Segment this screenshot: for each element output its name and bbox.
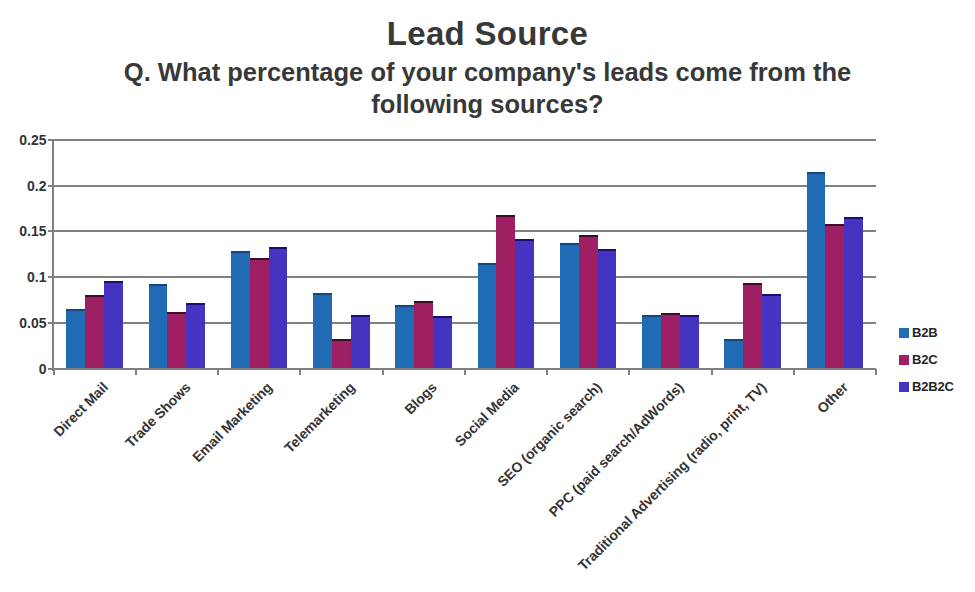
x-axis-label: Other [814, 379, 851, 416]
legend-swatch [899, 355, 909, 365]
x-axis-label: Trade Shows [122, 379, 194, 451]
bar-b2b [395, 305, 414, 369]
gridline [54, 230, 877, 232]
bar-b2b2c [104, 281, 123, 369]
bar-b2c [250, 258, 269, 369]
bar-b2b [724, 339, 743, 368]
bar-b2b [807, 172, 826, 369]
x-tick [628, 369, 630, 375]
bar-b2b2c [844, 217, 863, 369]
bar-b2b [478, 263, 497, 368]
bar-b2c [496, 215, 515, 369]
gridline [54, 139, 877, 141]
bar-b2c [332, 339, 351, 368]
x-axis-label: Email Marketing [189, 379, 275, 465]
bar-b2c [661, 313, 680, 369]
x-tick [382, 369, 384, 375]
legend-swatch [899, 328, 909, 338]
chart-title: Lead Source [0, 15, 975, 53]
y-axis-label: 0.15 [6, 223, 47, 239]
bar-b2b [231, 251, 250, 369]
bar-b2b [149, 284, 168, 368]
bar-chart: Lead Source Q. What percentage of your c… [0, 0, 975, 592]
x-tick [464, 369, 466, 375]
bar-b2b2c [680, 315, 699, 368]
legend-item-b2b: B2B [899, 325, 937, 340]
legend-item-b2c: B2C [899, 352, 937, 367]
y-axis-label: 0.05 [6, 315, 47, 331]
bar-b2b2c [598, 249, 617, 369]
y-axis-label: 0.2 [6, 178, 47, 194]
bar-b2b2c [186, 303, 205, 369]
x-tick [217, 369, 219, 375]
x-axis-label: Direct Mail [50, 379, 111, 440]
bar-b2b2c [269, 247, 288, 369]
x-tick [299, 369, 301, 375]
bar-b2b2c [433, 316, 452, 368]
x-tick [875, 369, 877, 375]
x-tick [546, 369, 548, 375]
bar-b2b [313, 293, 332, 369]
bar-b2b [66, 309, 85, 368]
bar-b2b [642, 315, 661, 369]
bar-b2b [560, 243, 579, 368]
x-axis-label: Telemarketing [281, 379, 358, 456]
legend-item-b2b2c: B2B2C [899, 379, 954, 394]
legend-swatch [899, 382, 909, 392]
bar-b2c [743, 283, 762, 368]
gridline [54, 185, 877, 187]
y-axis-label: 0.1 [6, 269, 47, 285]
gridline [54, 276, 877, 278]
x-tick [53, 369, 55, 375]
x-axis-label: Social Media [452, 379, 522, 449]
x-tick [711, 369, 713, 375]
x-axis-label: Blogs [401, 379, 439, 417]
legend-label: B2B [912, 325, 937, 340]
legend-label: B2C [912, 352, 937, 367]
chart-subtitle: Q. What percentage of your company's lea… [105, 56, 870, 120]
bar-b2c [414, 301, 433, 369]
x-tick [793, 369, 795, 375]
bar-b2b2c [515, 239, 534, 369]
x-axis-label: PPC (paid search/AdWords) [546, 379, 687, 520]
bar-b2b2c [762, 294, 781, 368]
bar-b2c [85, 295, 104, 368]
y-axis-label: 0 [6, 361, 47, 377]
x-axis-label: Traditional Advertising (radio, print, T… [575, 379, 769, 573]
y-axis-label: 0.25 [6, 132, 47, 148]
bar-b2c [825, 224, 844, 368]
bar-b2c [579, 235, 598, 368]
y-axis-line [52, 140, 54, 371]
bar-b2b2c [351, 315, 370, 369]
legend-label: B2B2C [912, 379, 954, 394]
bar-b2c [167, 312, 186, 369]
x-tick [135, 369, 137, 375]
